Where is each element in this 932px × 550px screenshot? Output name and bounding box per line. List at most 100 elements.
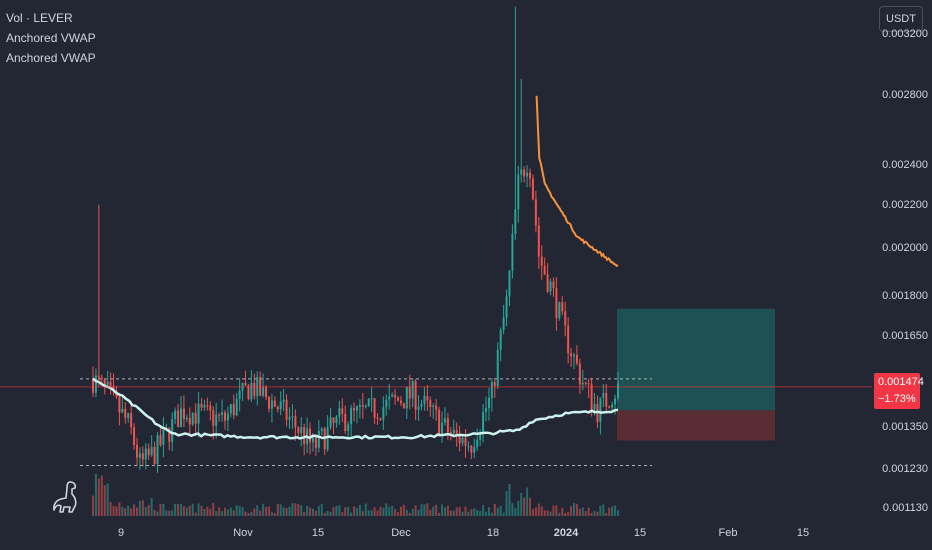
volume-bar — [470, 509, 473, 516]
candle-body — [323, 428, 326, 450]
time-axis-tick: 15 — [796, 527, 810, 539]
candle-body — [347, 424, 350, 431]
legend-anchored-vwap-2[interactable]: Anchored VWAP — [6, 51, 96, 65]
candle-body — [147, 448, 150, 456]
volume-bar — [617, 510, 619, 516]
candle-body — [238, 390, 241, 399]
candle-body — [511, 233, 514, 271]
volume-bar — [534, 507, 537, 516]
candle-body — [490, 382, 493, 398]
volume-bar — [517, 500, 520, 516]
volume-bar — [273, 512, 276, 516]
volume-bar — [265, 506, 268, 516]
price-axis-tick: 0.002400 — [882, 159, 928, 172]
volume-bar — [567, 512, 570, 516]
candle-body — [253, 382, 256, 397]
volume-bar — [438, 512, 441, 516]
volume-bar — [388, 506, 391, 516]
volume-bar — [397, 512, 400, 516]
volume-bar — [473, 508, 476, 516]
candle-body — [332, 417, 335, 424]
candle-body — [182, 408, 185, 420]
candle-body — [555, 288, 558, 319]
candle-body — [470, 445, 473, 453]
volume-bar — [238, 506, 241, 516]
volume-bar — [353, 506, 356, 516]
candle-body — [438, 409, 441, 435]
dinosaur-icon[interactable] — [52, 480, 80, 514]
candle-body — [499, 330, 502, 350]
volume-bar — [171, 510, 174, 516]
candle-body — [520, 169, 523, 175]
currency-button[interactable]: USDT — [879, 6, 923, 32]
volume-bar — [347, 506, 350, 516]
volume-bar — [209, 508, 212, 516]
candle-body — [200, 403, 203, 408]
candle-body — [279, 401, 282, 410]
candle-body — [426, 395, 429, 401]
legend-anchored-vwap-1[interactable]: Anchored VWAP — [6, 31, 96, 45]
candle-body — [118, 396, 121, 413]
candle-body — [441, 422, 444, 435]
candle-body — [432, 405, 435, 407]
volume-bar — [326, 510, 329, 516]
volume-bar — [309, 507, 312, 516]
volume-bar — [279, 504, 282, 516]
volume-bar — [206, 506, 209, 516]
volume-bar — [311, 508, 314, 516]
candle-body — [443, 418, 446, 423]
indicator-legend: Vol · LEVER Anchored VWAP Anchored VWAP — [6, 8, 96, 68]
candle-body — [106, 381, 109, 385]
volume-bar — [543, 510, 546, 516]
volume-bar — [561, 507, 564, 516]
candle-body — [540, 256, 543, 267]
legend-volume[interactable]: Vol · LEVER — [6, 11, 73, 25]
volume-bar — [443, 507, 446, 516]
volume-bar — [611, 506, 614, 516]
volume-bar — [496, 507, 499, 516]
volume-bar — [177, 503, 180, 516]
volume-bar — [100, 475, 103, 516]
candle-body — [162, 428, 165, 446]
last-price-change: −1.73% — [878, 393, 916, 405]
price-axis-tick: 0.001230 — [882, 463, 928, 476]
candle-body — [300, 427, 303, 434]
volume-bar — [118, 502, 121, 516]
volume-bar — [115, 506, 118, 516]
volume-bar — [526, 487, 529, 516]
volume-bar — [549, 511, 552, 516]
volume-bar — [523, 497, 526, 516]
volume-bar — [546, 510, 549, 516]
volume-bar — [121, 506, 124, 516]
time-axis-tick: 15 — [311, 527, 325, 539]
volume-bar — [511, 503, 514, 516]
price-axis[interactable]: 0.003200 0.002800 0.002400 0.002200 0.002000… — [872, 0, 932, 520]
volume-bar — [288, 506, 291, 516]
candle-body — [376, 417, 379, 419]
candle-body — [487, 397, 490, 409]
candle-body — [338, 408, 341, 417]
volume-bar — [578, 508, 581, 516]
candle-body — [229, 404, 232, 414]
volume-bar — [253, 508, 256, 516]
volume-bar — [138, 501, 141, 516]
candle-body — [534, 199, 537, 226]
candle-body — [320, 428, 323, 432]
candle-body — [326, 427, 329, 450]
candle-body — [209, 405, 212, 411]
volume-bar — [414, 505, 417, 516]
candle-body — [505, 296, 508, 318]
volume-bar — [332, 507, 335, 516]
volume-bar — [531, 509, 534, 516]
volume-bar — [221, 511, 224, 516]
candle-body — [493, 382, 496, 387]
candle-body — [127, 413, 130, 419]
candle-body — [153, 447, 156, 465]
candle-body — [517, 174, 520, 210]
candle-body — [514, 209, 517, 234]
candle-body — [546, 274, 549, 292]
price-axis-tick: 0.001350 — [882, 420, 928, 433]
candle-body — [593, 404, 596, 410]
candle-body — [138, 453, 141, 458]
